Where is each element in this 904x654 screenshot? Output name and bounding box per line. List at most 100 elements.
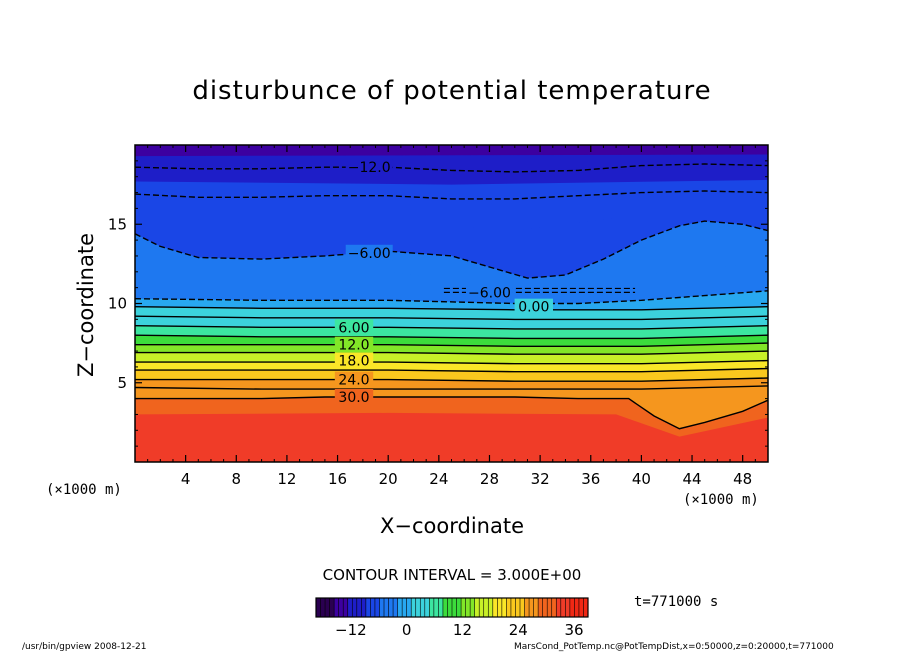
colorbar-cell <box>415 598 421 617</box>
y-tick-label: 5 <box>117 374 127 392</box>
colorbar-cell <box>452 598 457 617</box>
colorbar-cell <box>569 598 575 617</box>
colorbar-cell <box>433 598 439 617</box>
contour-line <box>135 325 768 330</box>
colorbar-cell <box>479 598 485 617</box>
colorbar-cell <box>365 598 371 617</box>
x-tick-label: 16 <box>328 470 347 488</box>
colorbar-cell <box>402 598 407 617</box>
contour-label-bg <box>465 284 513 301</box>
colorbar-cell <box>488 598 494 617</box>
colorbar-cell <box>438 598 444 617</box>
colorbar-cell <box>510 598 516 617</box>
x-unit-label-left: (×1000 m) <box>46 482 122 498</box>
colorbar-cell <box>492 598 498 617</box>
contour-interval-label: CONTOUR INTERVAL = 3.000E+00 <box>322 566 582 584</box>
contour-line <box>135 163 768 173</box>
colorbar-tick-label: 36 <box>565 621 584 639</box>
y-tick-label: 15 <box>108 215 127 233</box>
colorbar-cell <box>583 598 589 617</box>
colorbar-cell <box>442 598 448 617</box>
contour-line <box>135 220 768 279</box>
x-tick-label: 40 <box>632 470 651 488</box>
colorbar-cell <box>370 598 376 617</box>
contour-label: 18.0 <box>338 354 369 370</box>
x-axis-label: X−coordinate <box>380 514 524 538</box>
contour-line <box>135 315 768 321</box>
x-tick-label: 28 <box>480 470 499 488</box>
colorbar-cell <box>529 598 534 617</box>
contour-line <box>135 342 768 347</box>
x-tick-label: 4 <box>181 470 191 488</box>
contour-label: 0.00 <box>518 300 549 316</box>
heatmap-field <box>135 145 768 462</box>
field-band <box>135 412 768 462</box>
colorbar-cell <box>316 598 321 617</box>
colorbar-cell <box>483 598 489 617</box>
colorbar-cell <box>384 598 389 617</box>
contour-label-bg <box>334 352 374 369</box>
contour-label: −6.00 <box>468 285 511 301</box>
colorbar-cell <box>388 598 394 617</box>
colorbar-cell <box>429 598 435 617</box>
x-tick-label: 32 <box>531 470 550 488</box>
colorbar-cell <box>406 598 412 617</box>
contour-label-bg <box>334 336 374 353</box>
contour-label-bg <box>334 389 374 406</box>
colorbar-cell <box>533 598 539 617</box>
colorbar-tick-label: 12 <box>453 621 472 639</box>
contour-label-bg <box>345 159 393 176</box>
x-tick-label: 8 <box>232 470 242 488</box>
colorbar-cell <box>329 598 335 617</box>
colorbar-cell <box>361 598 367 617</box>
contour-label: 24.0 <box>338 373 369 389</box>
contour-line <box>135 377 768 382</box>
colorbar-cell <box>556 598 562 617</box>
colorbar-cell <box>520 598 525 617</box>
contour-label: 12.0 <box>338 338 369 354</box>
colorbar-cell <box>411 598 417 617</box>
contour-line <box>135 350 768 355</box>
colorbar-tick-label: −12 <box>335 621 367 639</box>
contour-label-bg <box>334 371 374 388</box>
colorbar-tick-label: 0 <box>402 621 412 639</box>
x-tick-label: 44 <box>682 470 701 488</box>
colorbar-cell <box>538 598 543 617</box>
contour-lines <box>135 163 768 430</box>
x-tick-label: 24 <box>429 470 448 488</box>
contour-label: −6.00 <box>348 246 391 262</box>
colorbar-cell <box>334 598 339 617</box>
x-tick-label: 48 <box>733 470 752 488</box>
contour-label: 6.00 <box>338 320 369 336</box>
contour-label-bg <box>514 298 553 315</box>
colorbar-cell <box>397 598 403 617</box>
contour-line <box>135 396 768 430</box>
colorbar-cell <box>393 598 398 617</box>
contour-line <box>135 190 768 200</box>
time-label: t=771000 s <box>634 594 719 610</box>
colorbar-cell <box>574 598 580 617</box>
colorbar-cell <box>542 598 548 617</box>
colorbar-cell <box>506 598 512 617</box>
contour-line <box>135 290 768 305</box>
contour-line <box>135 385 768 390</box>
contour-label: −12.0 <box>348 160 391 176</box>
colorbar-cell <box>420 598 426 617</box>
contour-line <box>135 306 768 311</box>
contour-label-bg <box>334 319 374 336</box>
footer-command: /usr/bin/gpview 2008-12-21 <box>22 642 147 652</box>
colorbar-cell <box>447 598 453 617</box>
colorbar-cell <box>524 598 530 617</box>
x-tick-label: 20 <box>379 470 398 488</box>
contour-label-bg <box>345 244 393 261</box>
colorbar-cell <box>551 598 557 617</box>
colorbar-cell <box>470 598 475 617</box>
chart-title: disturbunce of potential temperature <box>192 76 712 106</box>
contour-line <box>135 334 768 340</box>
colorbar-cell <box>497 598 503 617</box>
y-tick-label: 10 <box>108 295 127 313</box>
contour-label: 30.0 <box>338 390 369 406</box>
colorbar-cell <box>515 598 521 617</box>
colorbar-cell <box>461 598 466 617</box>
contour-line <box>135 367 768 373</box>
